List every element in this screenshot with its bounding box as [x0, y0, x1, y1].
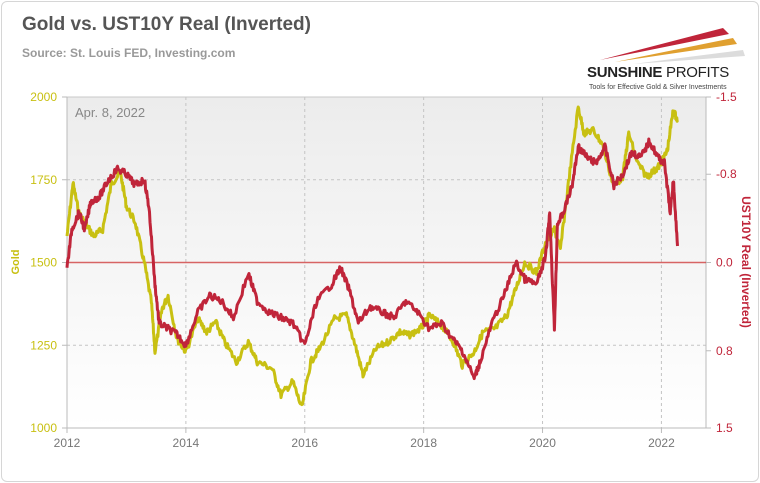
x-tick-label: 2022 — [648, 436, 675, 450]
logo-rays-icon — [600, 28, 745, 64]
sunshine-profits-logo: SUNSHINE PROFITS Tools for Effective Gol… — [585, 22, 755, 107]
chart-subtitle: Source: St. Louis FED, Investing.com — [22, 46, 236, 60]
logo-tagline: Tools for Effective Gold & Silver Invest… — [589, 84, 727, 91]
real-yield-series-line — [65, 137, 679, 381]
y2-tick-label: 1.5 — [716, 421, 733, 435]
series-lines — [65, 105, 706, 407]
y-axis-label: Gold — [10, 249, 22, 274]
y-tick-label: 1500 — [30, 256, 57, 270]
y2-tick-label: -1.5 — [716, 90, 737, 104]
date-annotation: Apr. 8, 2022 — [75, 105, 145, 120]
y-tick-label: 1750 — [30, 173, 57, 187]
x-tick-label: 2016 — [291, 436, 318, 450]
gold-series-line — [65, 105, 679, 407]
y2-tick-label: 0.8 — [716, 344, 733, 358]
logo-name: SUNSHINE PROFITS — [587, 64, 729, 81]
x-tick-label: 2020 — [529, 436, 556, 450]
y2-tick-label: 0.0 — [716, 256, 733, 270]
x-tick-label: 2014 — [173, 436, 200, 450]
y-tick-label: 2000 — [30, 90, 57, 104]
axes: 1000 1250 1500 1750 2000 1.5 0.8 0.0 -0.8 -1.5 201… — [30, 90, 737, 450]
chart-title: Gold vs. UST10Y Real (Inverted) — [22, 14, 311, 35]
y2-tick-label: -0.8 — [716, 167, 737, 181]
y2-axis-label: UST10Y Real (Inverted) — [739, 196, 753, 328]
y-tick-label: 1250 — [30, 338, 57, 352]
x-tick-label: 2012 — [54, 436, 81, 450]
x-tick-label: 2018 — [410, 436, 437, 450]
y-tick-label: 1000 — [30, 421, 57, 435]
